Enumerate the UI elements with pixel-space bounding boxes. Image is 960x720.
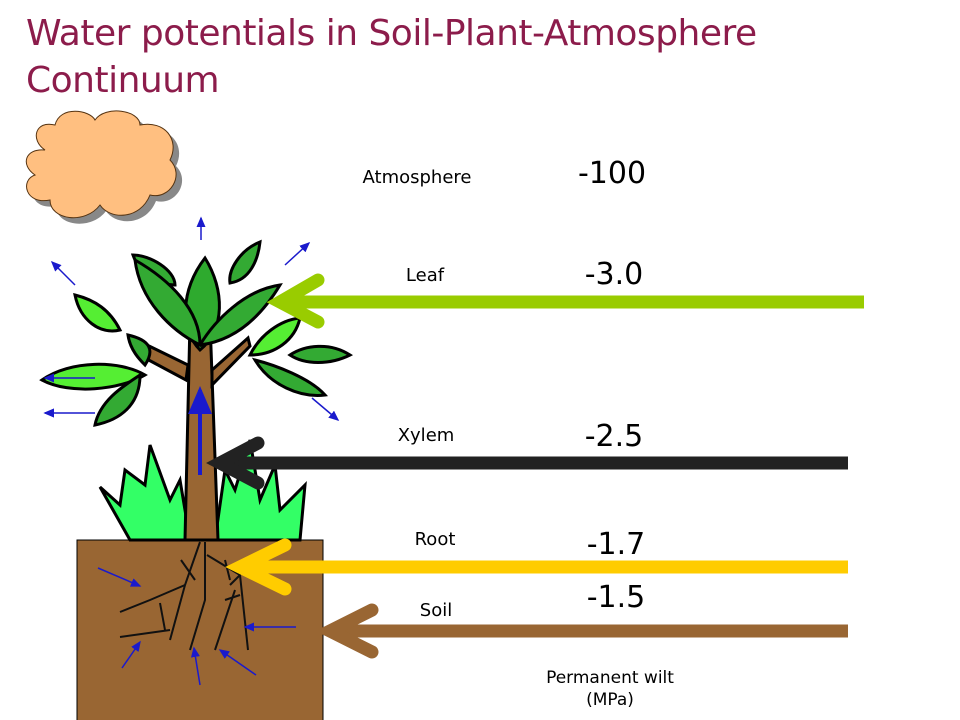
footnote-line2: (MPa) xyxy=(586,690,634,710)
value-soil: -1.5 xyxy=(586,580,646,615)
label-atmosphere: Atmosphere xyxy=(362,167,472,188)
soil-arrow xyxy=(315,603,848,659)
transpiration-arrows xyxy=(43,216,340,686)
footnote-line1: Permanent wilt xyxy=(546,668,674,688)
label-xylem: Xylem xyxy=(397,425,455,446)
cloud-icon xyxy=(25,110,183,224)
page-title: Water potentials in Soil-Plant-Atmospher… xyxy=(26,13,757,101)
label-root: Root xyxy=(414,529,456,550)
roots xyxy=(119,541,249,651)
value-atmosphere: -100 xyxy=(577,156,647,191)
leaves xyxy=(39,239,354,427)
value-root: -1.7 xyxy=(586,527,646,562)
value-leaf: -3.0 xyxy=(584,257,644,292)
label-soil: Soil xyxy=(419,600,453,621)
xylem-arrow xyxy=(206,436,848,490)
label-leaf: Leaf xyxy=(405,265,445,286)
root-arrow xyxy=(225,538,848,596)
leaf-arrow xyxy=(266,273,864,329)
units-footnote: Permanent wilt (MPa) xyxy=(546,667,674,711)
value-xylem: -2.5 xyxy=(584,419,644,454)
